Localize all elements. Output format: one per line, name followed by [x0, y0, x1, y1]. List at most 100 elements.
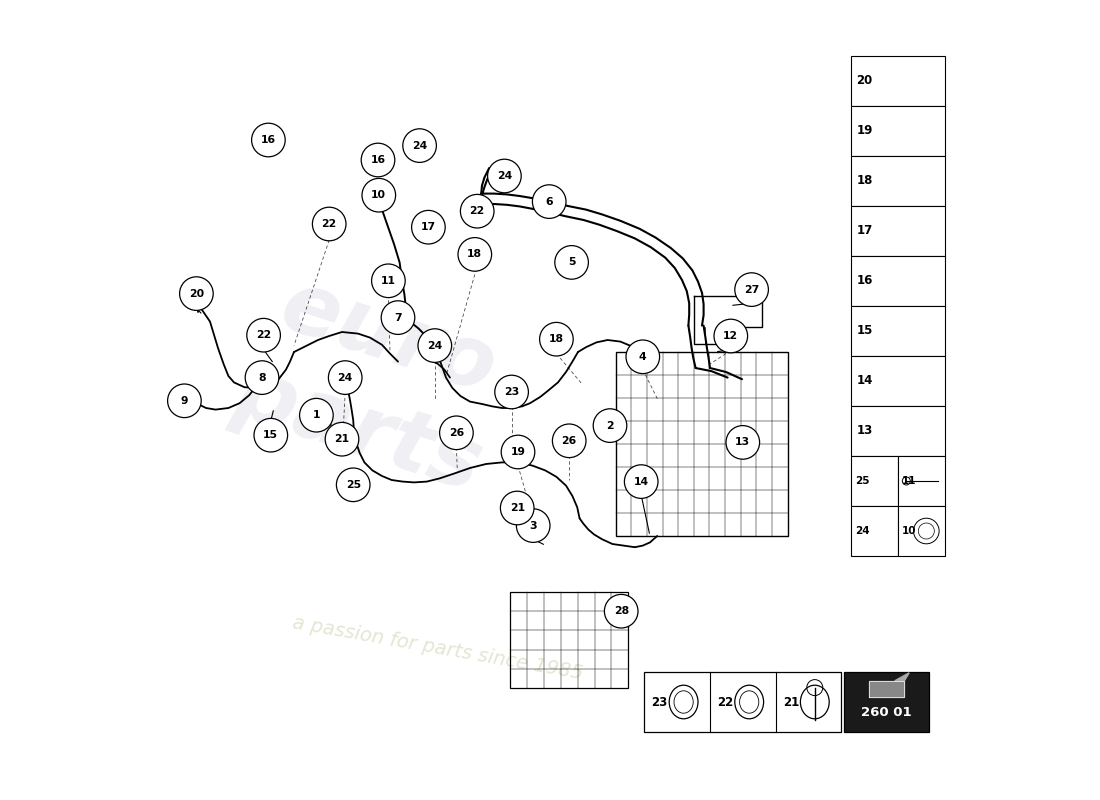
Text: 6: 6 [546, 197, 553, 206]
Bar [850, 456, 898, 506]
Text: 21: 21 [783, 695, 799, 709]
Text: 15: 15 [857, 325, 872, 338]
Text: 11: 11 [381, 276, 396, 286]
Circle shape [554, 246, 588, 279]
Text: 24: 24 [427, 341, 442, 350]
Circle shape [540, 322, 573, 356]
Text: 19: 19 [857, 125, 872, 138]
Circle shape [362, 178, 396, 212]
Bar [850, 306, 945, 356]
Text: 18: 18 [857, 174, 872, 187]
Text: 25: 25 [855, 476, 869, 486]
Circle shape [735, 273, 769, 306]
Circle shape [411, 210, 446, 244]
Text: 21: 21 [509, 503, 525, 513]
Bar [850, 356, 945, 406]
Circle shape [299, 398, 333, 432]
Circle shape [461, 194, 494, 228]
Circle shape [500, 491, 534, 525]
Bar [898, 506, 945, 556]
Bar [850, 156, 945, 206]
Text: 23: 23 [504, 387, 519, 397]
Circle shape [532, 185, 566, 218]
Text: 17: 17 [857, 225, 872, 238]
Text: 4: 4 [639, 352, 647, 362]
Text: 16: 16 [857, 274, 872, 287]
Text: 10: 10 [372, 190, 386, 200]
Bar [850, 506, 898, 556]
Circle shape [382, 301, 415, 334]
Circle shape [312, 207, 346, 241]
Circle shape [552, 424, 586, 458]
Text: 7: 7 [394, 313, 402, 322]
Bar [850, 406, 945, 456]
Text: 22: 22 [256, 330, 272, 340]
Text: 28: 28 [614, 606, 629, 616]
Text: 16: 16 [261, 135, 276, 145]
Text: 17: 17 [421, 222, 436, 232]
Circle shape [625, 465, 658, 498]
Text: 9: 9 [180, 396, 188, 406]
Circle shape [714, 319, 748, 353]
Circle shape [726, 426, 760, 459]
Text: 24: 24 [412, 141, 427, 150]
Text: 10: 10 [902, 526, 916, 536]
Bar [510, 592, 628, 688]
Text: 13: 13 [857, 425, 872, 438]
Circle shape [593, 409, 627, 442]
Circle shape [337, 468, 370, 502]
Bar [845, 672, 930, 732]
Circle shape [326, 422, 359, 456]
Circle shape [458, 238, 492, 271]
Text: 25: 25 [345, 480, 361, 490]
Circle shape [440, 416, 473, 450]
Text: 3: 3 [529, 521, 537, 530]
Text: 260 01: 260 01 [861, 706, 912, 719]
Circle shape [502, 435, 535, 469]
Text: 24: 24 [497, 171, 512, 181]
Bar [898, 456, 945, 506]
Text: 18: 18 [549, 334, 564, 344]
Text: 24: 24 [338, 373, 353, 382]
Text: 8: 8 [258, 373, 266, 382]
Bar [645, 672, 842, 732]
Text: 12: 12 [723, 331, 738, 341]
Polygon shape [894, 673, 910, 681]
Text: 20: 20 [857, 74, 872, 87]
Circle shape [403, 129, 437, 162]
Circle shape [487, 159, 521, 193]
Text: 14: 14 [634, 477, 649, 486]
Bar [850, 106, 945, 156]
Polygon shape [869, 681, 904, 697]
Circle shape [372, 264, 405, 298]
Text: 26: 26 [449, 428, 464, 438]
Circle shape [254, 418, 287, 452]
Circle shape [361, 143, 395, 177]
Text: 23: 23 [651, 695, 668, 709]
Text: 24: 24 [855, 526, 869, 536]
Text: 22: 22 [717, 695, 734, 709]
Circle shape [179, 277, 213, 310]
Text: a passion for parts since 1985: a passion for parts since 1985 [292, 613, 585, 683]
Circle shape [495, 375, 528, 409]
Text: 22: 22 [321, 219, 337, 229]
Text: 20: 20 [189, 289, 204, 298]
Circle shape [167, 384, 201, 418]
Circle shape [252, 123, 285, 157]
Circle shape [604, 594, 638, 628]
Circle shape [418, 329, 452, 362]
Circle shape [246, 318, 280, 352]
Text: 26: 26 [562, 436, 576, 446]
Text: 11: 11 [902, 476, 916, 486]
Bar [850, 206, 945, 256]
Text: 22: 22 [470, 206, 485, 216]
Text: 13: 13 [735, 438, 750, 447]
Text: 21: 21 [334, 434, 350, 444]
Circle shape [245, 361, 278, 394]
Bar [850, 56, 945, 106]
Bar [616, 352, 788, 536]
Text: 16: 16 [371, 155, 386, 165]
Text: 14: 14 [857, 374, 872, 387]
Text: 19: 19 [510, 447, 526, 457]
Text: 2: 2 [606, 421, 614, 430]
